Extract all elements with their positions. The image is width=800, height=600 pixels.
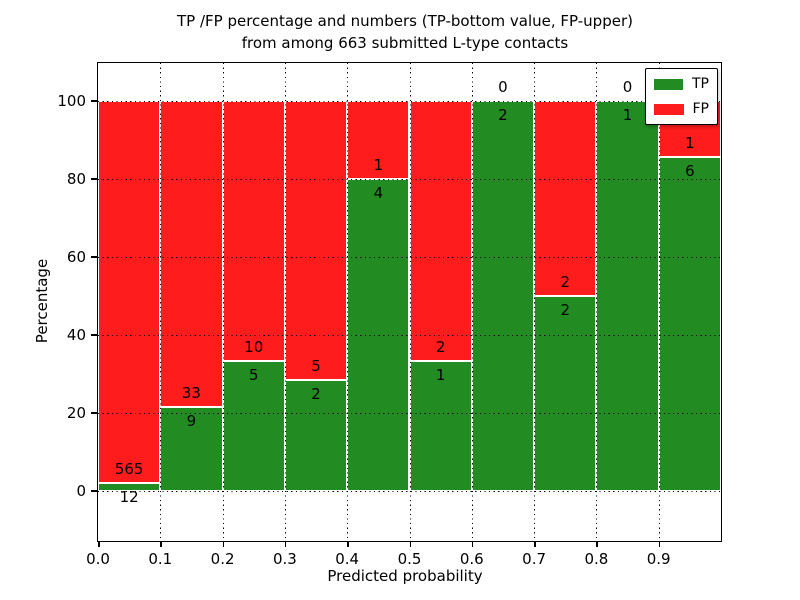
x-tick-label: 0.8: [584, 550, 609, 568]
fp-count-label: 0: [622, 77, 633, 96]
tp-count-label: 2: [498, 105, 508, 124]
y-axis-tick: [90, 178, 97, 180]
x-tick-label: 0.9: [646, 550, 671, 568]
fp-count-label: 10: [244, 337, 264, 356]
x-tick-label: 0.3: [272, 550, 297, 568]
y-tick-label: 100: [57, 91, 86, 110]
tp-count-label: 2: [311, 384, 321, 403]
y-tick-label: 40: [66, 325, 86, 344]
x-tick-label: 0.5: [397, 550, 422, 568]
fp-count-label: 2: [560, 272, 571, 291]
bar-segment-fp: [222, 100, 285, 361]
x-axis-tick: [658, 541, 661, 547]
chart-title: TP /FP percentage and numbers (TP-bottom…: [90, 11, 720, 55]
bar-segment-fp: [98, 100, 161, 483]
x-axis-tick: [471, 541, 474, 547]
tp-count-label: 1: [435, 365, 446, 384]
tp-count-label: 6: [685, 161, 695, 180]
fp-count-label: 2: [435, 337, 446, 356]
fp-count-label: 1: [373, 155, 384, 174]
v-gridline: [409, 63, 411, 541]
bar-segment-tp: [534, 295, 597, 492]
tp-color-swatch: [654, 78, 683, 90]
y-axis-tick: [90, 100, 97, 102]
bar-segment-fp: [534, 100, 597, 296]
bar-segment-tp: [284, 379, 348, 492]
tp-count-label: 12: [119, 487, 139, 506]
bar-segment-tp: [596, 100, 659, 492]
x-axis-tick: [534, 541, 536, 547]
fp-count-label: 5: [311, 356, 321, 375]
x-tick-label: 0.4: [335, 550, 360, 568]
tp-count-label: 2: [560, 300, 571, 319]
legend-label-tp: TP: [692, 76, 709, 92]
y-tick-label: 80: [66, 169, 86, 188]
y-tick-label: 0: [76, 482, 86, 501]
y-axis-tick: [90, 412, 97, 414]
legend-item-tp: TP: [654, 76, 709, 92]
y-tick-label: 60: [66, 247, 86, 266]
bar-segment-tp: [658, 156, 721, 492]
fp-color-swatch: [654, 103, 684, 115]
y-tick-label: 20: [66, 404, 86, 422]
y-axis-label: Percentage: [33, 258, 51, 344]
bar-segment-fp: [160, 100, 223, 408]
bar-segment-tp: [471, 100, 535, 492]
x-axis-tick: [347, 541, 349, 547]
fp-count-label: 0: [498, 77, 508, 96]
y-axis-tick: [90, 490, 97, 492]
bar-segment-tp: [347, 178, 410, 492]
tp-count-label: 5: [248, 365, 259, 384]
tp-count-label: 1: [622, 105, 633, 124]
x-tick-label: 0.1: [148, 550, 173, 568]
tp-count-label: 9: [186, 412, 197, 431]
x-axis-tick: [596, 541, 598, 547]
legend: TP FP: [645, 68, 718, 125]
x-tick-label: 0.7: [522, 550, 547, 568]
legend-label-fp: FP: [692, 101, 710, 117]
x-tick-label: 0.2: [210, 550, 235, 568]
y-axis-tick: [90, 334, 97, 336]
bar-segment-fp: [409, 100, 472, 361]
bar-segment-tp: [98, 482, 161, 492]
chart-title-line1: TP /FP percentage and numbers (TP-bottom…: [177, 12, 633, 30]
x-tick-label: 0.0: [86, 550, 110, 568]
v-gridline: [471, 63, 473, 541]
y-axis-tick: [90, 256, 97, 258]
x-axis-tick: [284, 541, 287, 547]
bar-segment-fp: [284, 100, 348, 380]
x-axis-label: Predicted probability: [327, 567, 483, 585]
fp-count-label: 1: [685, 133, 695, 152]
v-gridline: [658, 63, 660, 541]
fp-count-label: 565: [114, 459, 144, 478]
x-axis-tick: [98, 541, 100, 547]
fp-count-label: 33: [181, 384, 201, 403]
v-gridline: [160, 63, 162, 541]
x-axis-tick: [409, 541, 411, 547]
bar-segment-tp: [160, 407, 223, 492]
plot-area: TP FP 565 12 33 9 10 5 5 2 1 4 2 1 0 2 2 2 0 1 1 6 0.0 0.1 0.2…: [57, 62, 722, 568]
legend-item-fp: FP: [654, 101, 709, 117]
bar-segment-tp: [409, 360, 472, 492]
tp-count-label: 4: [373, 183, 384, 202]
x-axis-tick: [160, 541, 162, 547]
chart-title-line2: from among 663 submitted L-type contacts: [241, 33, 569, 52]
v-gridline: [534, 63, 536, 541]
x-axis-tick: [222, 541, 225, 547]
v-gridline: [222, 63, 224, 541]
x-tick-label: 0.6: [459, 550, 484, 568]
v-gridline: [596, 63, 598, 541]
v-gridline: [347, 63, 349, 541]
v-gridline: [284, 63, 286, 541]
